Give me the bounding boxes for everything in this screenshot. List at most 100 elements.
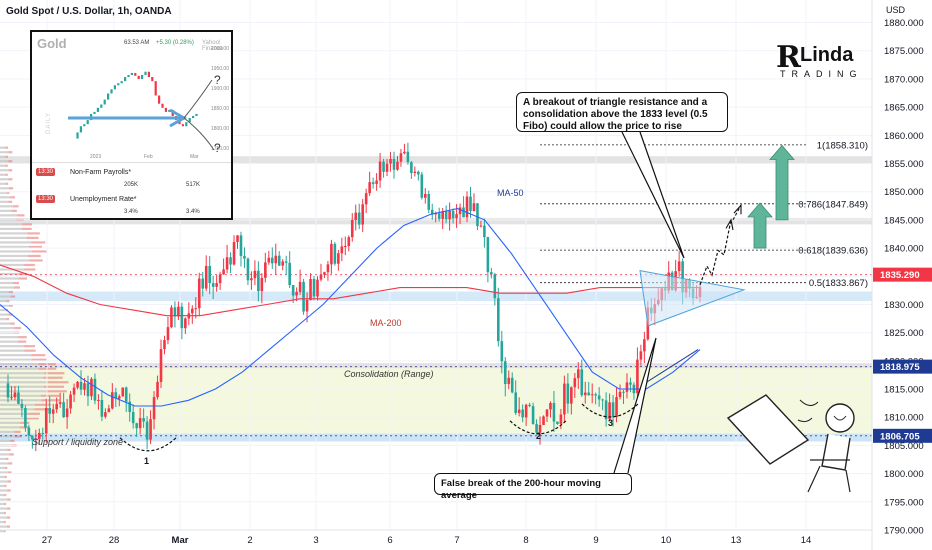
volume-bar (0, 525, 7, 528)
candle-body (246, 258, 250, 281)
inset-chart: ?? (68, 71, 221, 155)
volume-bar (6, 318, 10, 321)
cartoon-head (825, 403, 855, 433)
candle-body (563, 383, 566, 415)
consolidation-zone (0, 366, 872, 436)
volume-bar (9, 453, 14, 456)
bottom-3-arc (581, 403, 639, 418)
inset-question-mark: ? (214, 73, 221, 87)
volume-bar (0, 421, 21, 424)
volume-bar (0, 354, 32, 357)
logo-word: Linda (800, 44, 854, 66)
candle-body (93, 378, 97, 401)
inset-candle (164, 107, 167, 112)
fib-label: 0.786(1847.849) (798, 199, 868, 210)
inset-candle (141, 75, 144, 80)
cartoon-chair (807, 459, 851, 493)
candle-body (556, 421, 559, 424)
volume-bar (0, 209, 12, 212)
candle-body (83, 383, 86, 390)
volume-bar (13, 286, 21, 289)
inset-candle (134, 72, 137, 76)
volume-bar (0, 191, 7, 194)
candle-body (323, 272, 326, 275)
volume-bar (14, 327, 22, 330)
volume-bar (0, 426, 20, 429)
volume-bar (0, 381, 48, 384)
volume-bar (31, 358, 47, 361)
range-top-band (0, 363, 872, 369)
candle-body (608, 402, 611, 420)
candle-body (156, 381, 159, 398)
inset-candle (120, 81, 123, 84)
candle-body (465, 196, 469, 218)
candle-body (51, 409, 55, 414)
volume-bar (23, 263, 35, 267)
volume-bar (0, 439, 10, 442)
candle-body (13, 392, 17, 398)
time-label: 7 (454, 535, 459, 546)
candle-body (573, 378, 577, 388)
volume-bar (0, 502, 5, 506)
candle-body (583, 392, 587, 396)
candle-body (20, 403, 24, 408)
candle-body (305, 299, 309, 312)
volume-bar (4, 502, 7, 506)
candle-body (298, 281, 302, 292)
candle-body (100, 399, 104, 417)
volume-bar (14, 435, 22, 438)
projection-arrow-2 (769, 144, 795, 221)
triangle-pattern (639, 270, 746, 327)
fib-label: 0.618(1839.636) (798, 246, 868, 257)
volume-bar (0, 471, 8, 474)
candle-body (451, 210, 455, 219)
candles (6, 142, 702, 452)
volume-bar (7, 448, 11, 452)
volume-bar (16, 214, 25, 217)
volume-bar (27, 412, 40, 415)
volume-bar (0, 295, 11, 298)
volume-bar (43, 385, 64, 388)
candle-body (135, 423, 138, 429)
candle-body (476, 203, 479, 226)
volume-bar (0, 399, 42, 402)
time-label: 6 (387, 535, 392, 546)
volume-bar (24, 268, 36, 271)
candle-body (159, 349, 163, 382)
inset-y-tick: 2000.00 (210, 46, 229, 52)
volume-bar (45, 390, 67, 393)
volume-bar (3, 520, 6, 524)
price-tick: 1865.000 (884, 103, 924, 114)
volume-bar (47, 381, 69, 384)
inset-candle (192, 116, 195, 119)
volume-bar (0, 245, 29, 249)
cartoon-mouth (833, 415, 847, 421)
candle-body (611, 402, 615, 418)
time-axis-labels[interactable]: 27 28 Mar 2 3 6 7 8 9 10 13 14 (42, 535, 812, 546)
candle-body (138, 418, 142, 429)
candle-body (274, 255, 278, 264)
price-axis-ticks: 1880.000 1875.000 1870.000 1865.000 1860.000… (884, 18, 924, 536)
volume-bar (0, 272, 19, 276)
candle-body (340, 246, 344, 254)
candle-body (576, 369, 580, 379)
volume-bar (5, 155, 8, 158)
inset-candle (137, 75, 140, 80)
candle-body (86, 383, 90, 397)
event-forecast: 3.4% (186, 209, 200, 215)
candle-body (399, 153, 403, 162)
volume-bar (0, 327, 15, 330)
volume-bar (29, 259, 43, 262)
time-label: 13 (731, 535, 742, 546)
linda-trading-logo: R Linda TRADING (776, 40, 866, 84)
breakout-callout-pointer (621, 131, 685, 259)
candle-body (267, 257, 271, 263)
ma50-label: MA-50 (497, 188, 524, 198)
candle-body (326, 264, 330, 273)
candle-body (76, 381, 79, 388)
candle-body (330, 243, 333, 265)
time-label: 28 (109, 535, 120, 546)
volume-bar (5, 173, 8, 176)
volume-bar (0, 417, 27, 420)
